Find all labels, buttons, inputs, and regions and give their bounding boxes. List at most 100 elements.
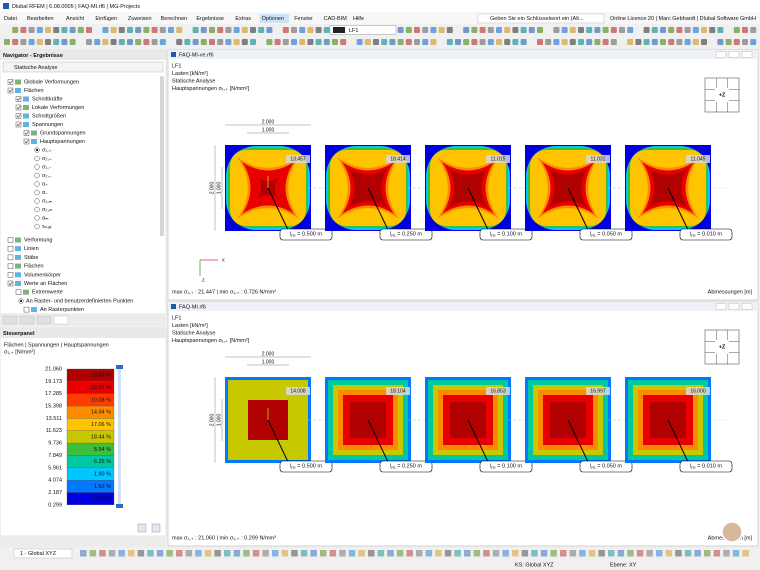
toolbar-button[interactable] — [200, 39, 207, 45]
menu-item[interactable]: Einfügen — [95, 16, 117, 22]
toolbar-button[interactable] — [701, 27, 707, 33]
toolbar-button[interactable] — [127, 27, 133, 33]
menu-item[interactable]: Optionen — [262, 16, 284, 22]
toolbar-button[interactable] — [709, 27, 716, 33]
window-button[interactable] — [728, 2, 740, 10]
toolbar-button[interactable] — [176, 39, 183, 45]
status-button[interactable] — [377, 550, 385, 557]
menu-item[interactable]: CAD-BIM — [324, 16, 348, 22]
status-button[interactable] — [358, 550, 365, 557]
panel-button[interactable] — [151, 523, 161, 533]
toolbar-button[interactable] — [151, 27, 158, 33]
nav-tab[interactable] — [19, 315, 35, 325]
toolbar-button[interactable] — [102, 39, 109, 45]
toolbar-button[interactable] — [463, 39, 470, 45]
toolbar-button[interactable] — [512, 27, 519, 33]
status-button[interactable] — [550, 550, 557, 557]
tree-radio[interactable] — [34, 155, 40, 162]
tree-item[interactable]: Volumenkörper — [24, 272, 61, 278]
toolbar-button[interactable] — [61, 39, 68, 45]
tree-item[interactable]: Schnittkräfte — [32, 96, 63, 102]
tree-checkbox[interactable] — [7, 245, 14, 252]
tree-item[interactable]: Extremwerte — [32, 290, 63, 296]
toolbar-button[interactable] — [561, 27, 568, 33]
toolbar-button[interactable] — [299, 39, 306, 45]
toolbar-button[interactable] — [69, 27, 76, 33]
status-button[interactable] — [675, 550, 682, 557]
toolbar-button[interactable] — [701, 39, 707, 45]
status-button[interactable] — [233, 550, 241, 557]
toolbar-button[interactable] — [725, 39, 732, 45]
toolbar-button[interactable] — [209, 39, 215, 45]
status-button[interactable] — [723, 550, 730, 557]
status-button[interactable] — [732, 550, 740, 557]
toolbar-button[interactable] — [504, 39, 511, 45]
tree-checkbox[interactable] — [15, 96, 22, 102]
toolbar-button[interactable] — [668, 27, 675, 33]
tree-radio[interactable] — [34, 206, 40, 213]
status-button[interactable] — [243, 550, 250, 557]
status-button[interactable] — [329, 550, 337, 557]
toolbar-button[interactable] — [373, 39, 379, 45]
tree-checkbox[interactable] — [7, 280, 14, 287]
toolbar-button[interactable] — [750, 27, 757, 33]
toolbar-button[interactable] — [20, 27, 27, 33]
toolbar-button[interactable] — [299, 27, 306, 33]
tree-item[interactable]: σ₂,₋ — [42, 173, 52, 179]
status-button[interactable] — [118, 550, 125, 557]
toolbar-button[interactable] — [545, 39, 552, 45]
tree-radio[interactable] — [34, 172, 40, 179]
toolbar-button[interactable] — [36, 39, 43, 45]
view-window-button[interactable] — [741, 303, 753, 310]
toolbar-button[interactable] — [692, 39, 699, 45]
tree-item[interactable]: An Raster- und benutzerdefinierten Punkt… — [26, 298, 133, 304]
toolbar-button[interactable] — [209, 27, 215, 33]
toolbar-button[interactable] — [602, 39, 609, 45]
tree-item[interactable]: σ₁,ₘ — [42, 198, 53, 204]
toolbar-button[interactable] — [643, 27, 650, 33]
toolbar-button[interactable] — [135, 39, 142, 45]
toolbar-button[interactable] — [356, 39, 363, 45]
toolbar-button[interactable] — [750, 39, 757, 45]
toolbar-button[interactable] — [397, 27, 404, 33]
tree-item[interactable]: Flächen — [24, 264, 44, 270]
tree-checkbox[interactable] — [15, 113, 22, 119]
toolbar-button[interactable] — [291, 27, 297, 33]
toolbar-button[interactable] — [578, 27, 584, 33]
status-button[interactable] — [272, 550, 279, 557]
toolbar-button[interactable] — [258, 27, 265, 33]
menu-item[interactable]: Ergebnisse — [196, 16, 224, 22]
toolbar-button[interactable] — [422, 27, 429, 33]
status-button[interactable] — [665, 550, 673, 557]
tree-radio[interactable] — [34, 215, 40, 221]
toolbar-button[interactable] — [446, 27, 453, 33]
toolbar-button[interactable] — [250, 27, 256, 33]
status-button[interactable] — [137, 550, 145, 557]
tree-item[interactable]: An Rasterpunkten — [40, 307, 84, 313]
toolbar-button[interactable] — [397, 39, 404, 45]
status-button[interactable] — [348, 550, 356, 557]
toolbar-button[interactable] — [643, 39, 650, 45]
panel-button[interactable] — [137, 523, 147, 533]
toolbar-button[interactable] — [266, 27, 273, 33]
toolbar-button[interactable] — [537, 27, 543, 33]
status-button[interactable] — [694, 550, 701, 557]
status-button[interactable] — [214, 550, 221, 557]
status-button[interactable] — [444, 550, 452, 557]
status-button[interactable] — [598, 550, 605, 557]
toolbar-button[interactable] — [651, 39, 658, 45]
tree-checkbox[interactable] — [15, 289, 22, 295]
tree-checkbox[interactable] — [23, 130, 30, 136]
status-button[interactable] — [252, 550, 260, 557]
status-button[interactable] — [425, 550, 433, 557]
toolbar-button[interactable] — [479, 39, 486, 45]
status-button[interactable] — [608, 550, 615, 557]
toolbar-button[interactable] — [4, 39, 10, 45]
status-button[interactable] — [742, 550, 749, 557]
tree-item[interactable]: Spannungen — [32, 122, 63, 128]
toolbar-button[interactable] — [340, 39, 347, 45]
tree-radio[interactable] — [34, 223, 40, 230]
toolbar-button[interactable] — [438, 27, 445, 33]
status-button[interactable] — [262, 550, 269, 557]
status-button[interactable] — [704, 550, 711, 557]
